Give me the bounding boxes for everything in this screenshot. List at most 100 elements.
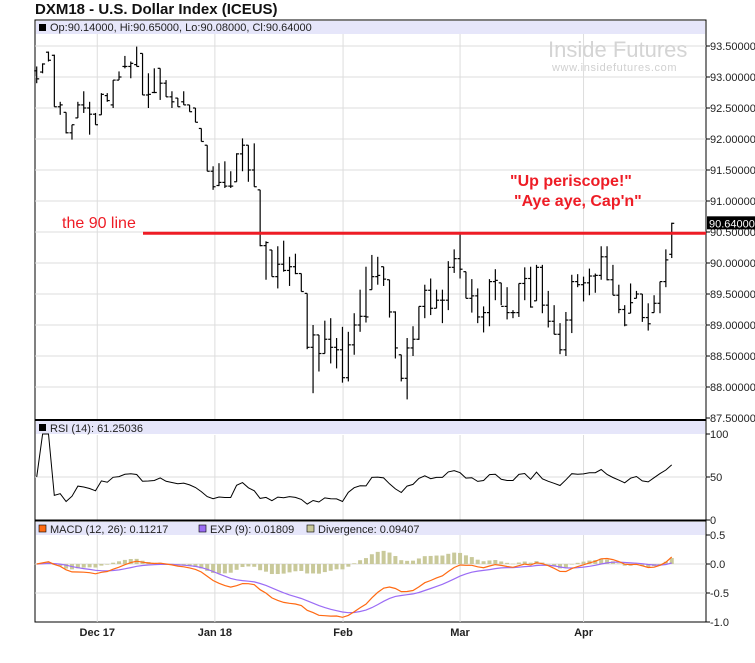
ohlc-bar xyxy=(128,61,134,79)
ohlc-bar xyxy=(428,278,434,316)
ohlc-bar xyxy=(534,264,539,302)
ohlc-bar xyxy=(451,249,457,273)
ohlc-bar xyxy=(87,101,93,135)
divergence-bar xyxy=(222,564,227,574)
ohlc-bar xyxy=(651,295,657,314)
ohlc-bar xyxy=(40,63,46,74)
ohlc-bar xyxy=(116,71,122,81)
ohlc-bar xyxy=(504,287,510,320)
ohlc-bar xyxy=(339,326,345,383)
rsi-header-band xyxy=(36,421,705,434)
divergence-bar xyxy=(493,560,498,564)
divergence-bars xyxy=(34,550,674,575)
macd-line xyxy=(36,556,673,618)
ohlc-bar xyxy=(628,283,634,314)
divergence-bar xyxy=(299,564,304,571)
ohlc-bar xyxy=(369,254,375,291)
divergence-bar xyxy=(99,564,104,566)
rsi-y-tick-label: 50 xyxy=(710,472,722,484)
ohlc-bar xyxy=(104,93,110,102)
divergence-bar xyxy=(258,564,263,571)
ohlc-bar xyxy=(69,124,75,140)
ohlc-bar xyxy=(75,101,81,119)
rsi-y-tick-label: 100 xyxy=(710,429,728,441)
annotation-aye-aye: "Aye aye, Cap'n" xyxy=(514,193,642,210)
series-swatch xyxy=(39,24,46,31)
last-price-box xyxy=(707,216,755,230)
ohlc-bar xyxy=(269,249,275,278)
divergence-bar xyxy=(516,562,521,564)
divergence-bar xyxy=(434,555,439,564)
divergence-bar xyxy=(193,564,198,567)
ohlc-bar xyxy=(228,171,234,188)
divergence-bar xyxy=(581,561,586,564)
divergence-bar xyxy=(381,550,386,564)
ohlc-bar xyxy=(263,241,269,280)
ohlc-bar xyxy=(298,272,304,293)
legend-swatch xyxy=(306,524,315,533)
divergence-bar xyxy=(240,564,245,568)
divergence-bar xyxy=(622,564,627,566)
ohlc-bar xyxy=(345,331,351,382)
ohlc-bar xyxy=(210,166,216,190)
ohlc-bar xyxy=(134,46,140,68)
ohlc-bar xyxy=(463,271,469,299)
divergence-bar xyxy=(93,564,98,568)
price-header-band xyxy=(36,21,705,34)
y-tick-label: 88.00000 xyxy=(710,382,755,394)
ohlc-bar xyxy=(122,55,128,69)
legend-swatch xyxy=(198,524,207,533)
divergence-bar xyxy=(469,557,474,564)
y-tick-label: 92.50000 xyxy=(710,103,755,115)
ohlc-bar xyxy=(622,305,628,327)
divergence-bar xyxy=(475,559,480,564)
ohlc-bar xyxy=(498,282,504,307)
divergence-bar xyxy=(669,558,674,564)
ohlc-bar xyxy=(328,318,334,364)
divergence-bar xyxy=(252,564,257,567)
ohlc-bar xyxy=(522,267,528,301)
ohlc-bar xyxy=(416,305,422,340)
ohlc-bar xyxy=(304,292,310,350)
ohlc-bar xyxy=(287,256,293,286)
ohlc-bar xyxy=(281,240,287,272)
divergence-bar xyxy=(363,558,368,564)
watermark-brand: Inside Futures xyxy=(548,37,687,62)
x-tick-label: Jan 18 xyxy=(198,627,232,639)
rsi-line xyxy=(36,433,673,505)
divergence-bar xyxy=(111,562,116,564)
divergence-bar xyxy=(657,564,662,565)
ohlc-bar xyxy=(492,269,498,301)
annotation-90-line: the 90 line xyxy=(62,215,136,232)
legend-entry: Divergence: 0.09407 xyxy=(318,524,420,536)
ohlc-bar xyxy=(563,311,569,356)
ohlc-bar xyxy=(387,279,392,318)
ohlc-bar xyxy=(375,256,381,285)
ohlc-bar xyxy=(316,334,322,372)
macd-y-tick-label: 0.0 xyxy=(710,559,725,571)
ohlc-bar xyxy=(586,268,592,296)
ohlc-bar xyxy=(475,288,481,324)
divergence-bar xyxy=(311,564,316,574)
y-tick-label: 93.00000 xyxy=(710,72,755,84)
ohlc-bar xyxy=(639,293,645,322)
macd-y-tick-label: -0.5 xyxy=(710,588,729,600)
divergence-bar xyxy=(281,564,286,574)
divergence-bar xyxy=(522,561,527,564)
rsi-swatch xyxy=(39,424,46,431)
y-tick-label: 89.50000 xyxy=(710,289,755,301)
divergence-bar xyxy=(393,556,398,564)
ohlc-bar xyxy=(616,284,622,314)
divergence-bar xyxy=(387,552,392,564)
ohlc-bar xyxy=(257,189,263,247)
y-tick-label: 87.50000 xyxy=(710,413,755,425)
ohlc-bar xyxy=(310,325,316,394)
ohlc-bar xyxy=(251,143,257,188)
rsi-header: RSI (14): 61.25036 xyxy=(50,423,143,435)
annotation-up-periscope: "Up periscope!" xyxy=(510,173,632,190)
divergence-bar xyxy=(440,555,445,564)
divergence-bar xyxy=(646,564,651,567)
ohlc-bar xyxy=(557,323,563,355)
